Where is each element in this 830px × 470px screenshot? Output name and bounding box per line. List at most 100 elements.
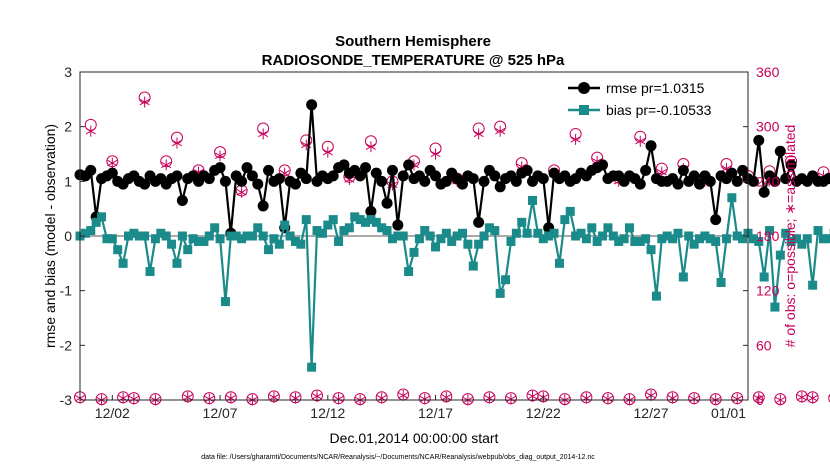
bias-point [161, 231, 171, 241]
bias-point [528, 195, 538, 205]
y-tick-right-label: 300 [756, 119, 780, 135]
bias-point [387, 234, 397, 244]
assimilated-obs-point [505, 393, 517, 405]
rmse-point [710, 214, 722, 226]
assimilated-obs-point [171, 137, 183, 149]
bias-point [145, 267, 155, 277]
assimilated-obs-point [807, 392, 818, 404]
assimilated-obs-point [732, 393, 743, 405]
x-tick-label: 12/22 [526, 405, 561, 421]
bias-point [759, 272, 769, 282]
bias-point [700, 231, 710, 241]
bias-point [544, 231, 554, 241]
bias-point [129, 228, 139, 238]
possible-obs-point [828, 393, 830, 403]
bias-point [307, 362, 317, 372]
bias-point [635, 236, 645, 246]
bias-point [678, 272, 688, 282]
y-axis-label-left: rmse and bias (model - observation) [42, 124, 58, 348]
bias-point [522, 228, 532, 238]
x-tick-label: 12/07 [203, 405, 238, 421]
bias-point [549, 228, 559, 238]
legend-bias-marker [579, 105, 589, 115]
bias-point [323, 220, 333, 230]
bias-point [414, 234, 424, 244]
bias-point [716, 277, 726, 287]
x-tick-label: 12/12 [310, 405, 345, 421]
bias-point [382, 226, 392, 236]
rmse-point [780, 173, 792, 185]
y-tick-left-label: -3 [60, 392, 73, 408]
bias-point [264, 245, 274, 255]
legend-rmse-label: rmse pr=1.0315 [606, 80, 705, 96]
bias-point [791, 234, 801, 244]
bias-point [501, 275, 511, 285]
bias-point [361, 217, 371, 227]
rmse-point [726, 167, 738, 179]
bias-point [484, 223, 494, 233]
bias-point [614, 236, 624, 246]
bias-point [808, 280, 818, 290]
bias-point [280, 220, 290, 230]
bias-point [441, 228, 451, 238]
assimilated-obs-point [775, 394, 786, 406]
rmse-point [360, 162, 372, 174]
rmse-point [214, 162, 226, 174]
rmse-point [537, 173, 549, 185]
bias-point [140, 231, 150, 241]
bias-point [156, 228, 166, 238]
bias-point [705, 234, 715, 244]
x-tick-label: 12/27 [634, 405, 669, 421]
y-tick-left-label: 3 [64, 64, 72, 80]
rmse-point [494, 181, 506, 193]
bias-point [619, 234, 629, 244]
legend-rmse-marker [578, 82, 590, 94]
assimilated-obs-point [430, 148, 441, 160]
bias-point [571, 231, 581, 241]
bias-point [366, 215, 376, 225]
rmse-point [688, 170, 700, 182]
bias-point [818, 234, 828, 244]
bias-point [177, 231, 187, 241]
rmse-point [397, 170, 409, 182]
y-tick-right-label: 120 [756, 283, 780, 299]
assimilated-obs-point [365, 141, 376, 153]
bias-point [630, 236, 640, 246]
bias-point [689, 239, 699, 249]
bias-point [210, 223, 220, 233]
rmse-point [252, 178, 264, 190]
bias-point [668, 234, 678, 244]
legend-box [582, 78, 744, 122]
bias-point [253, 223, 263, 233]
rmse-point [171, 170, 183, 182]
bias-point [554, 258, 564, 268]
bias-point [317, 228, 327, 238]
bias-point [641, 234, 651, 244]
bias-point [290, 236, 300, 246]
bias-point [167, 239, 177, 249]
rmse-point [677, 164, 689, 176]
bias-point [312, 226, 322, 236]
bias-point [813, 226, 823, 236]
bias-point [242, 231, 252, 241]
bias-point [748, 234, 758, 244]
assimilated-obs-point [398, 389, 409, 401]
rmse-point [731, 175, 743, 187]
bias-point [581, 234, 591, 244]
bias-point [204, 231, 214, 241]
legend: rmse pr=1.0315 bias pr=-0.10533 [568, 78, 744, 122]
y-axis-label-right: # of obs: o=possible; ∗=assimilated [782, 125, 798, 348]
bias-point [231, 231, 241, 241]
bias-point [91, 217, 101, 227]
bias-point [565, 206, 575, 216]
bias-point [150, 234, 160, 244]
rmse-point [785, 159, 797, 171]
data-file-footnote: data file: /Users/gharamti/Documents/NCA… [201, 454, 595, 461]
bias-point [420, 226, 430, 236]
rmse-point [300, 173, 312, 185]
rmse-point [694, 178, 706, 190]
rmse-point [263, 164, 275, 176]
bias-point [797, 239, 807, 249]
bias-point [237, 234, 247, 244]
assimilated-obs-point [753, 392, 764, 404]
